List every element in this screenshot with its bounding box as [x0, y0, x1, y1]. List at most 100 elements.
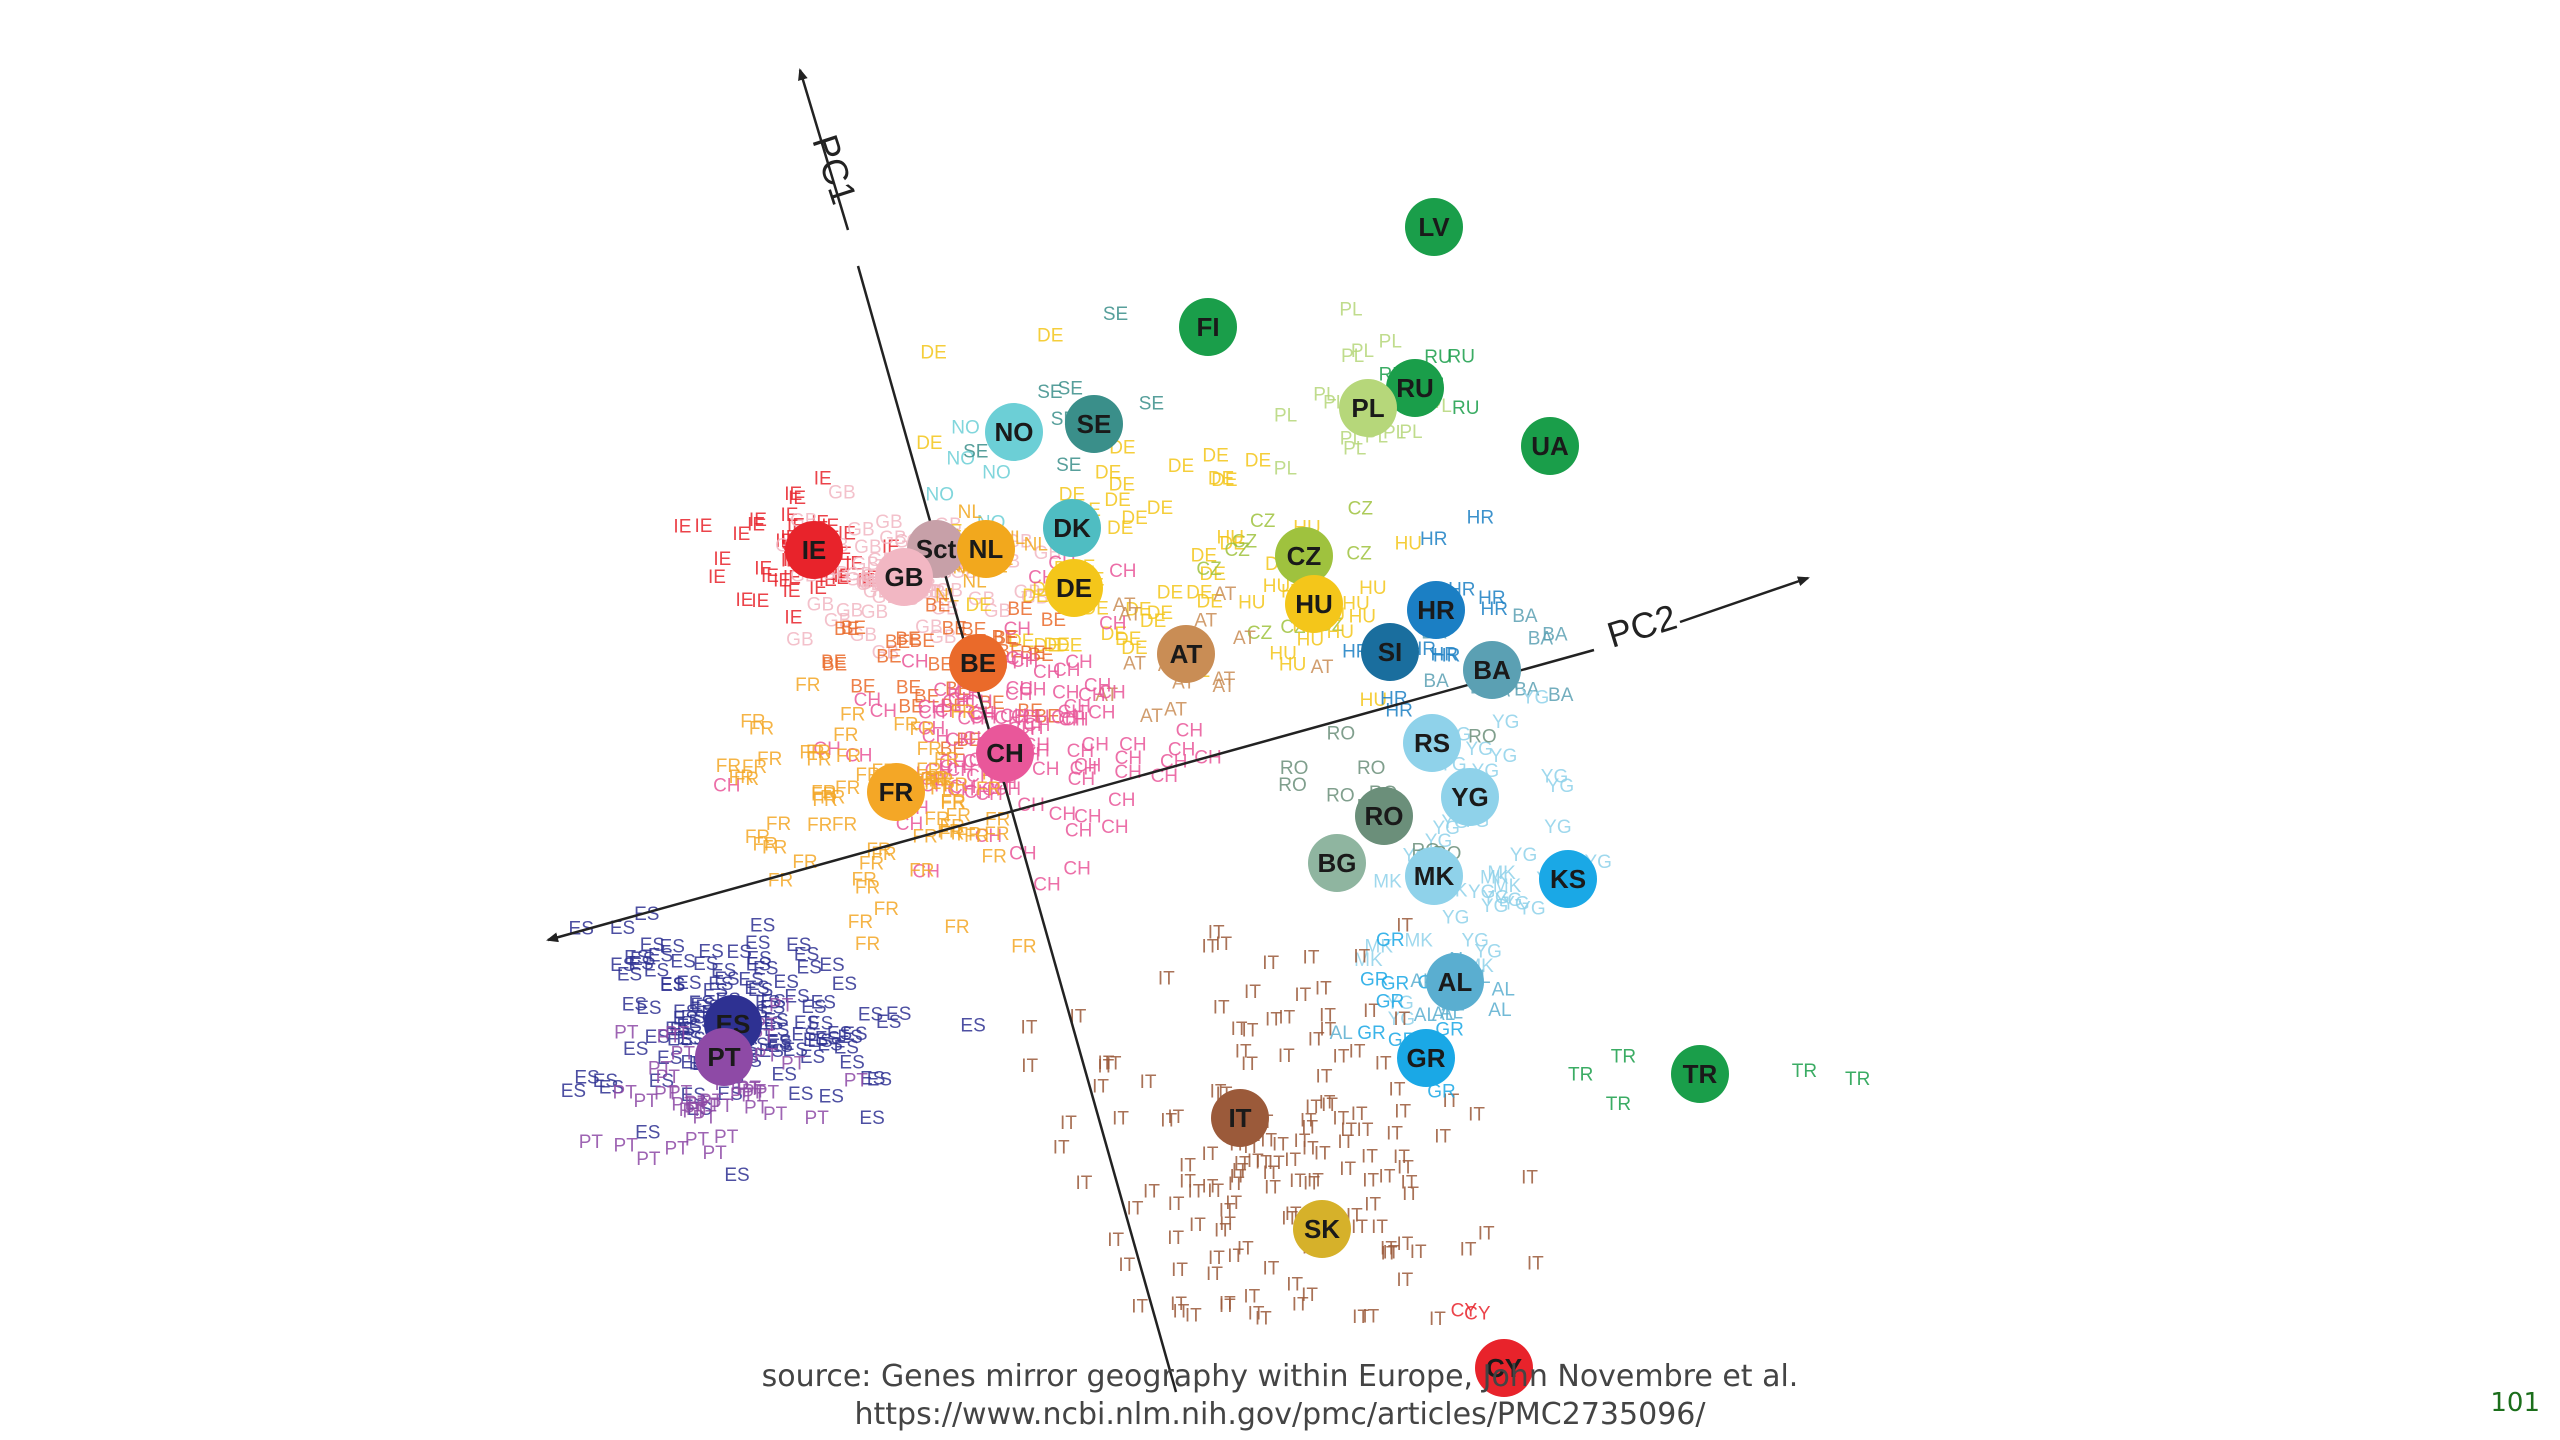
sample-label-ie: IE	[754, 559, 772, 580]
sample-label-mk: MK	[1404, 930, 1433, 951]
sample-label-it: IT	[1021, 1056, 1038, 1077]
sample-label-ch: CH	[1108, 790, 1135, 811]
sample-label-ie: IE	[784, 484, 802, 505]
sample-label-yg: YG	[1541, 766, 1568, 787]
sample-label-ba: BA	[1514, 679, 1540, 700]
centroid-mk: MK	[1405, 847, 1463, 905]
sample-label-it: IT	[1294, 1131, 1311, 1152]
sample-label-gr: GR	[1357, 1023, 1386, 1044]
sample-label-es: ES	[657, 1048, 682, 1069]
centroid-marker-hu	[1285, 575, 1343, 633]
sample-label-es: ES	[763, 1010, 788, 1031]
centroid-ro: RO	[1355, 787, 1413, 845]
sample-label-hr: HR	[1420, 529, 1447, 550]
sample-label-pt: PT	[648, 1059, 673, 1080]
sample-label-hu: HU	[1279, 655, 1306, 676]
centroid-dk: DK	[1043, 499, 1101, 557]
sample-label-tr: TR	[1845, 1069, 1870, 1090]
centroid-ba: BA	[1463, 641, 1521, 699]
sample-label-de: DE	[1109, 475, 1135, 496]
sample-label-es: ES	[676, 973, 701, 994]
sample-label-gb: GB	[872, 643, 899, 664]
sample-label-es: ES	[681, 1007, 706, 1028]
sample-label-fr: FR	[855, 934, 880, 955]
sample-label-de: DE	[965, 595, 991, 616]
sample-label-ch: CH	[1168, 739, 1195, 760]
sample-label-it: IT	[1316, 1067, 1333, 1088]
sample-label-fr: FR	[941, 793, 966, 814]
sample-label-fr: FR	[909, 861, 934, 882]
sample-label-it: IT	[1339, 1159, 1356, 1180]
sample-label-ch: CH	[1119, 735, 1146, 756]
sample-label-ch: CH	[1078, 685, 1105, 706]
sample-label-it: IT	[1242, 1021, 1259, 1042]
sample-label-it: IT	[1241, 1054, 1258, 1075]
centroid-label-fi: FI	[1196, 312, 1219, 342]
sample-label-it: IT	[1363, 1001, 1380, 1022]
sample-label-it: IT	[1333, 1046, 1350, 1067]
sample-label-ru: RU	[1424, 347, 1451, 368]
centroid-marker-dk	[1043, 499, 1101, 557]
sample-label-fr: FR	[729, 767, 754, 788]
centroid-marker-se	[1065, 395, 1123, 453]
sample-label-pt: PT	[636, 1149, 661, 1170]
sample-label-it: IT	[1179, 1172, 1196, 1193]
sample-label-ch: CH	[713, 776, 740, 797]
sample-label-ro: RO	[1280, 758, 1309, 779]
centroid-marker-ua	[1521, 417, 1579, 475]
sample-label-it: IT	[1393, 1147, 1410, 1168]
sample-label-it: IT	[1302, 1139, 1319, 1160]
centroid-label-dk: DK	[1053, 513, 1091, 543]
sample-label-it: IT	[1346, 1206, 1363, 1227]
sample-label-hr: HR	[1467, 508, 1494, 529]
sample-label-be: BE	[834, 619, 859, 640]
sample-label-gb: GB	[852, 554, 879, 575]
sample-label-fr: FR	[984, 824, 1009, 845]
sample-label-fr: FR	[852, 870, 877, 891]
sample-label-es: ES	[750, 916, 775, 937]
sample-label-ie: IE	[673, 517, 691, 538]
sample-label-es: ES	[837, 1027, 862, 1048]
sample-label-al: AL	[1488, 1000, 1511, 1021]
sample-label-hr: HR	[1433, 646, 1460, 667]
sample-label-ch: CH	[947, 780, 974, 801]
sample-label-ch: CH	[1109, 561, 1136, 582]
sample-label-yg: YG	[1388, 1009, 1415, 1030]
sample-label-ch: CH	[1049, 804, 1076, 825]
sample-label-fr: FR	[795, 675, 820, 696]
sample-label-it: IT	[1219, 1200, 1236, 1221]
sample-label-de: DE	[1095, 462, 1121, 483]
sample-label-ch: CH	[1070, 759, 1097, 780]
sample-label-it: IT	[1255, 1309, 1272, 1330]
centroid-marker-cy	[1475, 1339, 1533, 1397]
sample-label-be: BE	[1041, 610, 1066, 631]
sample-label-ch: CH	[912, 861, 939, 882]
sample-label-be: BE	[822, 655, 847, 676]
sample-label-de: DE	[1208, 468, 1234, 489]
sample-label-pt: PT	[736, 1079, 761, 1100]
sample-label-hr: HR	[1430, 645, 1457, 666]
sample-label-ch: CH	[1065, 652, 1092, 673]
sample-label-fr: FR	[917, 739, 942, 760]
sample-label-pt: PT	[741, 1086, 766, 1107]
sample-label-cz: CZ	[1247, 623, 1273, 644]
sample-label-be: BE	[898, 697, 923, 718]
sample-label-hr: HR	[1480, 599, 1507, 620]
sample-label-ch: CH	[994, 708, 1021, 729]
pc2-axis-line-left	[546, 648, 1595, 943]
sample-label-ch: CH	[1099, 613, 1126, 634]
sample-label-de: DE	[1033, 635, 1059, 656]
pc1-axis-label: PC1	[804, 130, 865, 209]
sample-label-pt: PT	[714, 1127, 739, 1148]
sample-label-es: ES	[860, 1068, 885, 1089]
sample-label-ie: IE	[747, 515, 765, 536]
sample-label-it: IT	[1300, 1110, 1317, 1131]
sample-label-it: IT	[1303, 1174, 1320, 1195]
centroid-marker-ie	[785, 521, 843, 579]
sample-label-it: IT	[1219, 1214, 1236, 1235]
sample-label-hr: HR	[1478, 588, 1505, 609]
sample-label-es: ES	[807, 1031, 832, 1052]
sample-label-es: ES	[711, 960, 736, 981]
sample-label-pt: PT	[657, 1027, 682, 1048]
